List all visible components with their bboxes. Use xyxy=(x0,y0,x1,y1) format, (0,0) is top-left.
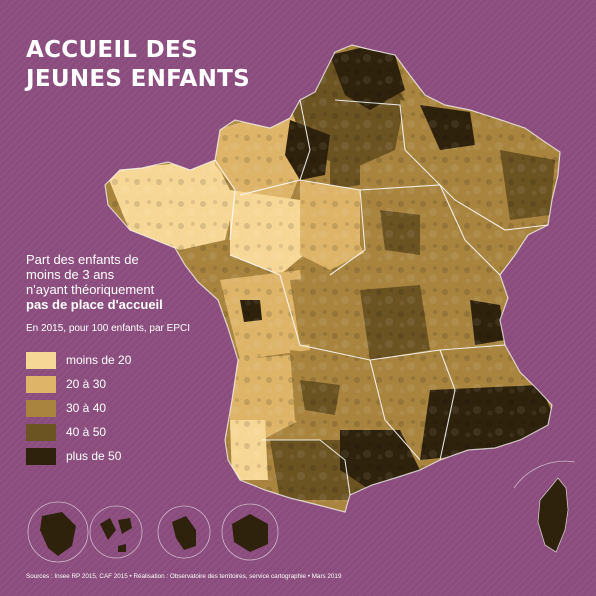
legend-label: moins de 20 xyxy=(66,353,132,367)
guyane-shape xyxy=(40,512,76,556)
border-occitanie-west xyxy=(262,439,351,496)
border-south-west-east xyxy=(229,254,506,361)
legend-label: 30 à 40 xyxy=(66,401,107,415)
guyane-inset-frame xyxy=(27,501,89,563)
legend-swatch xyxy=(26,399,56,417)
legend-description-line-3: n'ayant théoriquement xyxy=(26,282,155,297)
border-brittany xyxy=(214,159,236,241)
border-burgundy xyxy=(359,184,501,276)
guadeloupe-inset-frame xyxy=(89,505,143,559)
legend-swatch xyxy=(26,375,56,393)
border-provence xyxy=(439,349,456,461)
legend: moins de 20 20 à 30 30 à 40 40 à 50 plus… xyxy=(26,348,131,468)
legend-swatch xyxy=(26,447,56,465)
legend-item: 40 à 50 xyxy=(26,420,131,444)
border-centre xyxy=(299,179,366,276)
legend-label: plus de 50 xyxy=(66,449,122,463)
guadeloupe-shape xyxy=(100,518,132,552)
corsica-island xyxy=(537,477,569,553)
border-normandy xyxy=(239,99,311,196)
legend-item: 30 à 40 xyxy=(26,396,131,420)
corsica-frame-arc xyxy=(513,460,576,489)
martinique-shape xyxy=(172,516,196,550)
legend-item: 20 à 30 xyxy=(26,372,131,396)
region-borders xyxy=(214,99,549,496)
legend-label: 20 à 30 xyxy=(66,377,107,391)
legend-description-line-1: Part des enfants de xyxy=(26,252,139,267)
martinique-inset-frame xyxy=(157,505,211,559)
legend-description-line-2: moins de 3 ans xyxy=(26,267,115,282)
reunion-inset-frame xyxy=(221,503,279,561)
legend-swatch xyxy=(26,351,56,369)
border-occitanie-east xyxy=(369,359,421,461)
overseas-insets xyxy=(27,501,279,563)
legend-description-bold: pas de place d'accueil xyxy=(26,297,163,312)
title-line-2: JEUNES ENFANTS xyxy=(26,66,251,92)
corsica xyxy=(513,460,576,553)
france-outline xyxy=(104,44,561,513)
border-hauts-de-france xyxy=(334,99,406,151)
map-title: ACCUEIL DES JEUNES ENFANTS xyxy=(26,36,250,94)
legend-label: 40 à 50 xyxy=(66,425,107,439)
legend-item: moins de 20 xyxy=(26,348,131,372)
border-grand-est xyxy=(404,149,549,231)
reunion-shape xyxy=(232,514,268,552)
title-line-1: ACCUEIL DES xyxy=(26,37,198,63)
legend-item: plus de 50 xyxy=(26,444,131,468)
legend-subtitle: En 2015, pour 100 enfants, par EPCI xyxy=(26,323,190,334)
source-note: Sources : Insee RP 2015, CAF 2015 • Réal… xyxy=(26,573,342,580)
legend-swatch xyxy=(26,423,56,441)
legend-description: Part des enfants de moins de 3 ans n'aya… xyxy=(26,252,201,312)
